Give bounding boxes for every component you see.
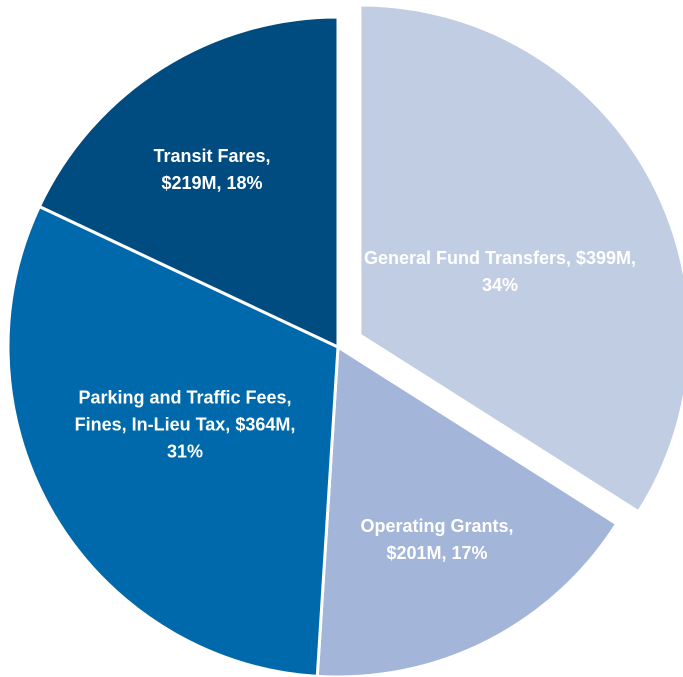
pie-slice: [358, 3, 683, 514]
slice-label: General Fund Transfers, $399M, 34%: [350, 245, 650, 299]
category-label: Parking and Traffic Fees, Fines, In-Lieu…: [74, 387, 292, 435]
value-label: $399M, 34%: [481, 248, 637, 295]
pie-slice: [37, 15, 340, 349]
slice-label: Parking and Traffic Fees, Fines, In-Lieu…: [71, 385, 299, 466]
value-label: $201M, 17%: [386, 543, 488, 563]
category-label: Operating Grants,: [360, 516, 514, 536]
slice-label: Operating Grants, $201M, 17%: [360, 513, 515, 567]
slice-label: Transit Fares, $219M, 18%: [125, 143, 300, 197]
category-label: General Fund Transfers,: [363, 248, 571, 268]
value-label: $219M, 18%: [161, 173, 263, 193]
pie-slice: [315, 345, 619, 677]
pie-slice: [6, 204, 340, 677]
category-label: Transit Fares,: [153, 146, 271, 166]
value-label: $364M, 31%: [166, 414, 296, 462]
